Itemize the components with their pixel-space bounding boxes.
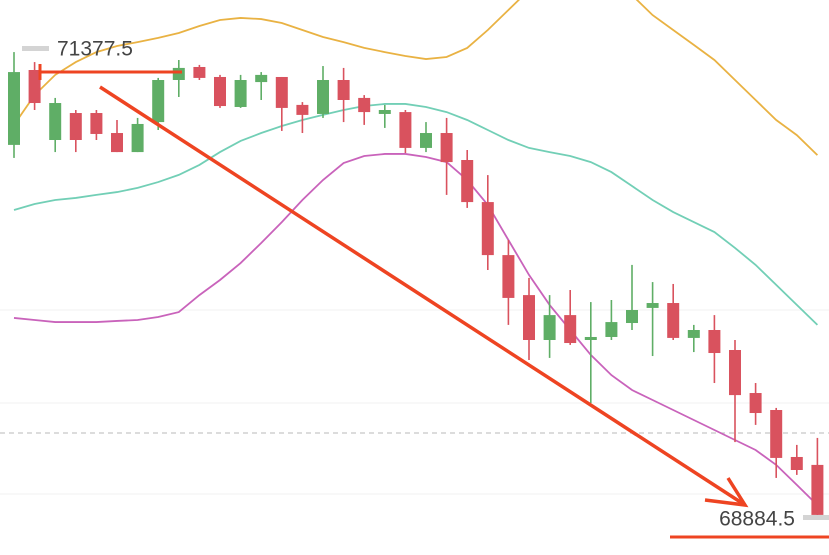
candle-body: [234, 80, 247, 107]
candle-body: [811, 464, 824, 515]
candle-body: [461, 160, 474, 203]
candle-body: [708, 330, 721, 354]
candle-body: [172, 67, 185, 80]
plot: [0, 0, 829, 519]
candle-body: [564, 315, 577, 344]
candle-body: [214, 76, 226, 107]
candle-body: [749, 393, 762, 414]
candle-body: [687, 330, 700, 338]
candle-body: [523, 295, 535, 340]
candle-body: [255, 74, 268, 83]
background: [0, 309, 829, 495]
candle-body: [626, 310, 638, 324]
candle-body: [131, 123, 144, 153]
candle-body: [440, 133, 453, 163]
candle-body: [28, 70, 41, 104]
max-label: 71377.5: [57, 38, 133, 61]
max-marker: [22, 46, 49, 51]
candle-body: [502, 255, 515, 298]
candle-body: [646, 303, 659, 308]
candle-body: [111, 133, 123, 153]
annotation-arrow: [99, 85, 746, 507]
candle-body: [152, 80, 165, 123]
band-line: [13, 103, 819, 326]
candle-body: [770, 410, 783, 458]
candle-body: [275, 76, 288, 108]
min-marker: [803, 515, 829, 520]
candle-body: [420, 133, 432, 148]
candle-body: [193, 66, 206, 78]
candle-body: [543, 315, 556, 340]
candle-body: [317, 80, 329, 114]
candle-body: [378, 110, 391, 114]
candle-body: [729, 350, 741, 396]
band-line: [13, 153, 819, 506]
annotations: [38, 64, 829, 539]
candle-body: [584, 336, 597, 340]
band-line: [13, 0, 819, 156]
candle-body: [667, 303, 680, 338]
candle-body: [481, 202, 494, 256]
candle-body: [90, 113, 103, 134]
candle-body: [337, 80, 350, 100]
candle-body: [8, 72, 20, 145]
min-label: 68884.5: [719, 508, 795, 531]
candle-body: [399, 112, 412, 148]
candle-body: [296, 104, 309, 115]
candle-body: [69, 113, 82, 140]
candle-body: [358, 97, 371, 113]
annotation-arrow-head: [704, 477, 749, 508]
candle-body: [49, 103, 62, 140]
overlay-lines: [13, 0, 819, 506]
candle-body: [790, 456, 803, 470]
candle-body: [605, 322, 618, 337]
